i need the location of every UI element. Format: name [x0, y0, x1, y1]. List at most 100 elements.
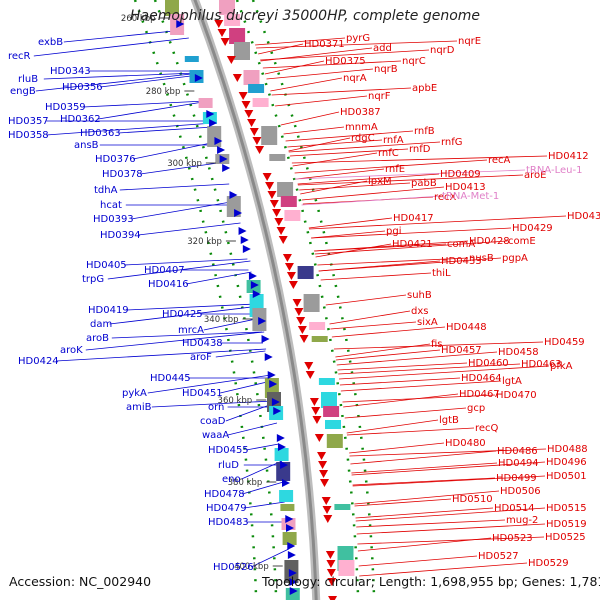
forward-gene-arrow [238, 92, 248, 100]
kbp-tick-label: 400 kbp [234, 562, 269, 572]
reverse-gene-arrow [280, 461, 289, 469]
forward-gene-arrow [294, 308, 304, 316]
reverse-gene-arrow [281, 479, 290, 487]
reverse-gene-arrow [285, 524, 294, 532]
forward-gene-label: suhB [407, 290, 432, 301]
forward-gene-label: HD0460 [468, 358, 509, 369]
feature-block-forward [284, 210, 301, 221]
reverse-leader-line [133, 140, 221, 160]
forward-gene-label: rnfB [414, 126, 435, 137]
forward-gene-arrow [326, 569, 336, 577]
forward-gene-arrow [244, 110, 254, 118]
feature-block-forward [321, 392, 337, 408]
forward-gene-arrow [249, 128, 259, 136]
forward-gene-label: HD0499 [496, 473, 537, 484]
reverse-gene-label: HD0362 [60, 114, 101, 125]
forward-gene-label: lpxM [368, 176, 392, 187]
forward-leader-line [262, 60, 402, 69]
reverse-gene-label: HD0359 [45, 102, 86, 113]
forward-leader-line [355, 507, 546, 522]
forward-leader-line [258, 43, 304, 55]
forward-gene-label: nqrD [430, 45, 455, 56]
reverse-leader-line [63, 29, 185, 43]
reverse-gene-label: rluB [18, 74, 38, 85]
forward-gene-arrow [247, 119, 257, 127]
forward-leader-line [315, 243, 392, 258]
forward-leader-line [296, 168, 385, 180]
forward-leader-line [356, 519, 506, 528]
forward-gene-label: mnmA [345, 122, 378, 133]
reverse-gene-arrow [234, 209, 243, 217]
forward-gene-arrow [319, 470, 329, 478]
forward-leader-line [283, 126, 345, 135]
reverse-leader-line [220, 380, 272, 394]
forward-gene-arrow [217, 29, 227, 37]
forward-gene-label: rdgC [351, 133, 375, 144]
forward-gene-arrow [311, 407, 321, 415]
forward-gene-label: HD0494 [498, 458, 539, 469]
forward-leader-line [288, 141, 441, 153]
reverse-gene-label: waaA [202, 430, 229, 441]
forward-gene-arrow [297, 326, 307, 334]
forward-gene-arrow [327, 578, 337, 586]
feature-block-forward [261, 126, 278, 145]
forward-leader-line [336, 351, 498, 366]
forward-gene-arrow [312, 416, 322, 424]
forward-leader-line [270, 77, 343, 92]
forward-gene-arrow [325, 551, 335, 559]
forward-gene-label: nusB [469, 253, 494, 264]
kbp-tick-label: 360 kbp [218, 396, 253, 406]
forward-gene-label: HD0409 [440, 169, 481, 180]
forward-leader-line [355, 507, 494, 519]
reverse-gene-label: trpG [82, 274, 104, 285]
reverse-gene-label: tdhA [94, 185, 118, 196]
forward-leader-line [354, 498, 452, 507]
feature-block-forward [269, 154, 286, 161]
feature-block-reverse [281, 518, 296, 530]
forward-gene-arrow [255, 146, 265, 154]
forward-leader-line [352, 475, 546, 487]
feature-block-forward [323, 406, 340, 417]
forward-leader-line [292, 152, 378, 167]
reverse-gene-label: recR [8, 51, 31, 62]
reverse-leader-line [85, 331, 265, 351]
reverse-leader-line [83, 100, 206, 108]
forward-gene-label: HD0525 [545, 532, 586, 543]
forward-gene-arrow [305, 371, 315, 379]
forward-leader-line [359, 562, 528, 577]
forward-gene-arrow [265, 182, 275, 190]
forward-gene-label: nqrC [402, 56, 426, 67]
reverse-gene-label: HD0356 [62, 82, 103, 93]
feature-block-forward [219, 0, 235, 15]
forward-gene-arrow [309, 398, 319, 406]
reverse-gene-arrow [269, 380, 278, 388]
forward-leader-line [318, 257, 502, 272]
forward-gene-label: recA [488, 155, 511, 166]
forward-leader-line [260, 49, 430, 61]
feature-block-forward [224, 14, 241, 26]
reverse-leader-line [246, 443, 279, 451]
reverse-gene-arrow [288, 569, 297, 577]
forward-leader-line [314, 240, 508, 255]
reverse-leader-line [140, 161, 225, 175]
topology-summary: Topology: circular; Length: 1,698,955 bp… [262, 574, 600, 589]
feature-block-forward [280, 196, 297, 207]
reverse-gene-label: mrcA [178, 325, 204, 336]
forward-leader-line [335, 349, 441, 361]
feature-block-reverse [282, 532, 297, 545]
forward-gene-label: HD0375 [325, 56, 366, 67]
forward-gene-label: HD0510 [452, 494, 493, 505]
forward-gene-label: HD0480 [445, 438, 486, 449]
feature-block-forward [297, 266, 314, 279]
forward-leader-line [264, 60, 325, 75]
forward-gene-label: HD0428 [469, 236, 510, 247]
forward-gene-label: lgtA [502, 376, 522, 387]
feature-block-forward [318, 378, 335, 385]
forward-gene-label: nqrA [343, 73, 367, 84]
forward-gene-label: recQ [475, 423, 499, 434]
reverse-gene-label: rluD [218, 460, 239, 471]
forward-gene-label: pyrG [346, 33, 370, 44]
forward-gene-label: rnfD [409, 144, 431, 155]
forward-gene-arrow [318, 461, 328, 469]
feature-block-reverse [184, 56, 199, 62]
